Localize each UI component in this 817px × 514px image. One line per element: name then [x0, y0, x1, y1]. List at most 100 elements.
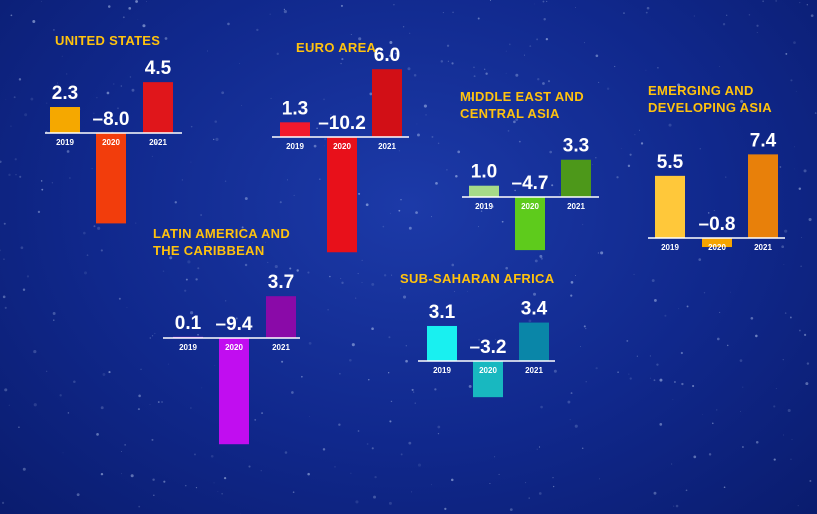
dot [349, 358, 352, 362]
dot [197, 267, 200, 270]
dot [415, 211, 418, 214]
dot [393, 4, 395, 6]
dot [276, 52, 279, 56]
value-label: 3.3 [563, 136, 589, 157]
dot [387, 372, 390, 374]
dot [128, 6, 132, 10]
dot [553, 369, 557, 373]
dot [534, 3, 535, 5]
dot [41, 188, 44, 191]
dot [552, 477, 554, 479]
dot [447, 60, 449, 62]
dot [93, 225, 96, 228]
dot [686, 305, 689, 308]
dot [494, 338, 496, 340]
dot [169, 256, 173, 260]
dot [569, 419, 571, 421]
year-label: 2020 [225, 343, 243, 352]
dot [117, 107, 119, 110]
dot [451, 478, 454, 482]
dot [195, 232, 197, 234]
dot [740, 411, 741, 412]
year-label: 2021 [149, 138, 167, 147]
dot [269, 13, 271, 15]
bar [561, 159, 591, 197]
dot [137, 18, 139, 20]
year-label: 2020 [333, 142, 351, 151]
dot [324, 145, 326, 147]
dot [468, 384, 472, 388]
dot [452, 11, 454, 14]
dot [748, 14, 751, 16]
dot [755, 440, 759, 444]
dot [37, 210, 41, 214]
dot [194, 453, 196, 456]
dot [3, 258, 5, 260]
dot [382, 225, 385, 228]
dot [256, 28, 259, 32]
dot [369, 92, 373, 96]
year-label: 2021 [272, 343, 290, 352]
dot [402, 295, 407, 299]
dot [457, 150, 461, 154]
dot [106, 91, 110, 95]
dot [151, 438, 154, 441]
dot [756, 24, 759, 27]
dot [570, 294, 573, 297]
dot [801, 237, 802, 238]
dot [455, 175, 458, 178]
dot [20, 246, 24, 250]
dot [677, 83, 681, 87]
dot [793, 146, 795, 148]
dot [484, 68, 486, 70]
dot [805, 382, 809, 386]
dot [442, 12, 444, 14]
dot [645, 69, 647, 71]
dot [340, 4, 344, 7]
dot [357, 273, 359, 275]
dot [425, 114, 427, 116]
dot [542, 82, 545, 85]
dot [26, 275, 30, 278]
dot [810, 14, 814, 18]
dot [13, 96, 16, 99]
dot [33, 349, 37, 354]
dot [400, 287, 402, 289]
dot [806, 362, 810, 365]
dot [489, 0, 492, 2]
dot [726, 14, 728, 16]
dot [83, 231, 86, 235]
dot [270, 97, 272, 99]
dot [599, 478, 600, 480]
dot [113, 83, 115, 85]
dot [96, 433, 99, 436]
dot [210, 454, 214, 458]
dot [782, 359, 784, 361]
dot [657, 67, 659, 69]
dot [161, 401, 163, 403]
dot [629, 377, 632, 380]
dot [279, 201, 282, 204]
bar [748, 154, 778, 238]
dot [570, 280, 574, 284]
dot [154, 141, 158, 145]
dot [540, 257, 543, 260]
dot [100, 249, 103, 252]
dot [341, 124, 343, 127]
dot [289, 267, 292, 270]
dot [18, 426, 20, 428]
dot [451, 263, 455, 267]
dot [57, 82, 59, 84]
dot [329, 113, 332, 116]
dot [151, 335, 154, 337]
bar [96, 133, 126, 224]
dot [190, 125, 193, 128]
dot [235, 317, 238, 320]
dot [73, 380, 76, 383]
dot [293, 194, 295, 196]
dot [184, 289, 187, 292]
dot [668, 123, 672, 127]
dot [798, 187, 802, 190]
year-label: 2019 [179, 343, 197, 352]
value-label: –0.8 [699, 214, 736, 235]
